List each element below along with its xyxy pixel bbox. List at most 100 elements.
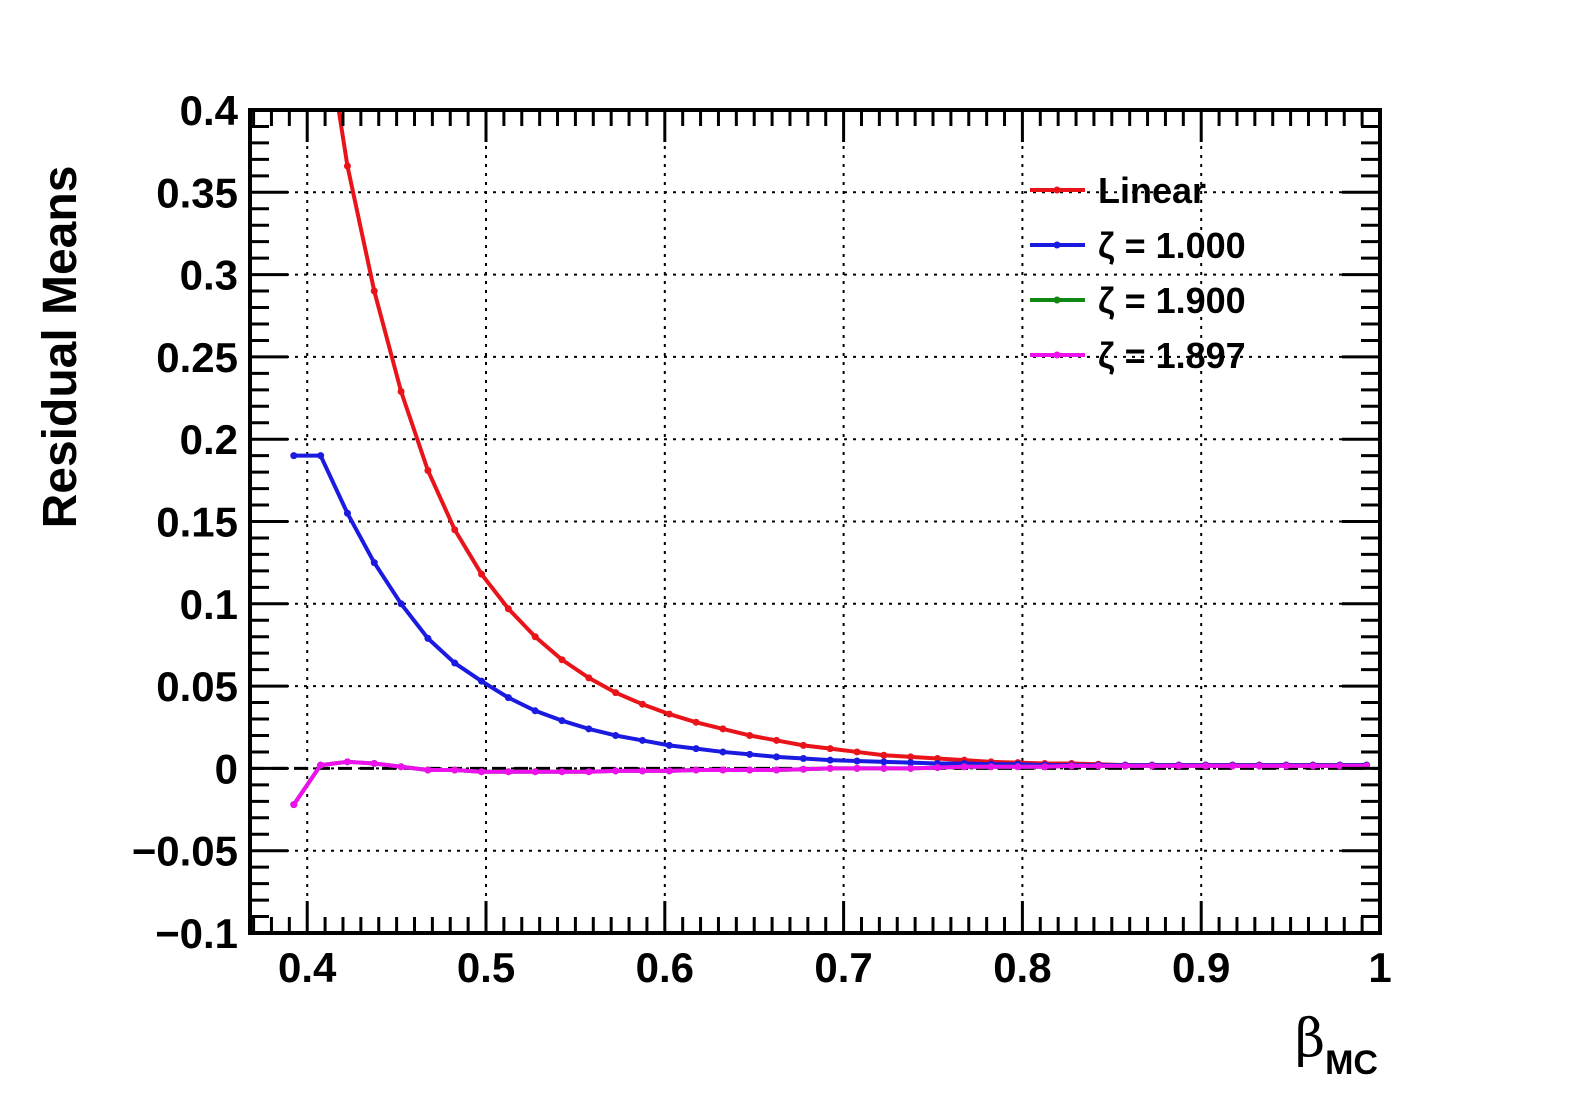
data-point [504, 694, 512, 702]
data-point [907, 753, 915, 761]
data-point [638, 736, 646, 744]
data-point [1175, 762, 1183, 770]
x-tick-label: 0.8 [993, 944, 1051, 991]
legend-label: ζ = 1.000 [1098, 225, 1246, 266]
legend-marker [1053, 186, 1061, 194]
data-point [719, 766, 727, 774]
data-point [960, 763, 968, 771]
y-tick-label: 0.1 [180, 581, 238, 628]
data-point [826, 756, 834, 764]
x-tick-labels: 0.4 0.5 0.6 0.7 0.8 0.9 1 [278, 944, 1392, 991]
data-point [907, 764, 915, 772]
legend-label: ζ = 1.900 [1098, 280, 1246, 321]
data-point [424, 766, 432, 774]
data-point [317, 761, 325, 769]
data-point [397, 600, 405, 608]
data-point [880, 758, 888, 766]
x-tick-label: 1 [1368, 944, 1391, 991]
y-tick-label: 0.35 [156, 169, 238, 216]
data-point [558, 717, 566, 725]
data-point [531, 768, 539, 776]
data-point [478, 677, 486, 685]
x-axis-title: βMC [1295, 1009, 1378, 1082]
data-point [933, 764, 941, 772]
data-point [343, 162, 351, 170]
series-4 [290, 758, 1371, 809]
legend: Linear ζ = 1.000 ζ = 1.900 ζ = 1.897 [1030, 170, 1246, 376]
data-point [1014, 763, 1022, 771]
data-point [397, 387, 405, 395]
data-point [773, 753, 781, 761]
data-point [692, 718, 700, 726]
axis-ticks [250, 108, 1382, 935]
data-point [1148, 762, 1156, 770]
data-point [933, 755, 941, 763]
x-tick-label: 0.9 [1172, 944, 1230, 991]
data-point [638, 700, 646, 708]
data-point [343, 758, 351, 766]
data-point [773, 736, 781, 744]
data-point [1282, 762, 1290, 770]
x-tick-label: 0.6 [636, 944, 694, 991]
y-axis-title: Residual Means [34, 166, 87, 529]
data-point [478, 768, 486, 776]
data-point [504, 768, 512, 776]
data-point [1094, 762, 1102, 770]
data-point [1255, 762, 1263, 770]
data-point [451, 766, 459, 774]
data-point [558, 768, 566, 776]
x-tick-label: 0.4 [278, 944, 337, 991]
y-tick-label: 0.25 [156, 334, 238, 381]
data-point [799, 741, 807, 749]
legend-marker [1053, 296, 1061, 304]
data-point [826, 745, 834, 753]
data-point [746, 766, 754, 774]
x-tick-label: 0.5 [457, 944, 515, 991]
data-point [451, 659, 459, 667]
data-point [692, 766, 700, 774]
data-point [853, 748, 861, 756]
data-point [370, 759, 378, 767]
x-tick-label: 0.7 [814, 944, 872, 991]
y-tick-label: 0 [215, 745, 238, 792]
data-point [665, 741, 673, 749]
data-point [692, 745, 700, 753]
data-point [504, 605, 512, 613]
data-point [585, 768, 593, 776]
data-point [1121, 762, 1129, 770]
data-point [853, 757, 861, 765]
data-point [290, 801, 298, 809]
data-point [1309, 762, 1317, 770]
data-point [370, 287, 378, 295]
data-point [612, 767, 620, 775]
data-point [799, 755, 807, 763]
legend-label: ζ = 1.897 [1098, 335, 1246, 376]
data-point [746, 750, 754, 758]
y-tick-label: 0.15 [156, 499, 238, 546]
data-point [799, 765, 807, 773]
data-point [1336, 762, 1344, 770]
data-point [290, 452, 298, 460]
x-axis-title-symbol: β [1295, 1009, 1325, 1069]
series-layer [290, 110, 1371, 809]
y-tick-label: 0.4 [180, 87, 239, 134]
data-point [1068, 762, 1076, 770]
series-2 [290, 452, 1371, 769]
data-point [612, 731, 620, 739]
data-point [558, 656, 566, 664]
y-tick-label: 0.2 [180, 416, 238, 463]
data-point [746, 731, 754, 739]
data-point [719, 725, 727, 733]
y-tick-labels: −0.1 −0.05 0 0.05 0.1 0.15 0.2 0.25 0.3 0.35 0.4 [132, 87, 239, 957]
data-point [853, 764, 861, 772]
data-point [826, 764, 834, 772]
data-point [638, 767, 646, 775]
data-point [907, 759, 915, 767]
y-tick-label: 0.3 [180, 252, 238, 299]
series-line [293, 453, 1367, 768]
data-point [880, 764, 888, 772]
data-point [397, 763, 405, 771]
data-point [880, 751, 888, 759]
grid-lines [250, 110, 1380, 933]
